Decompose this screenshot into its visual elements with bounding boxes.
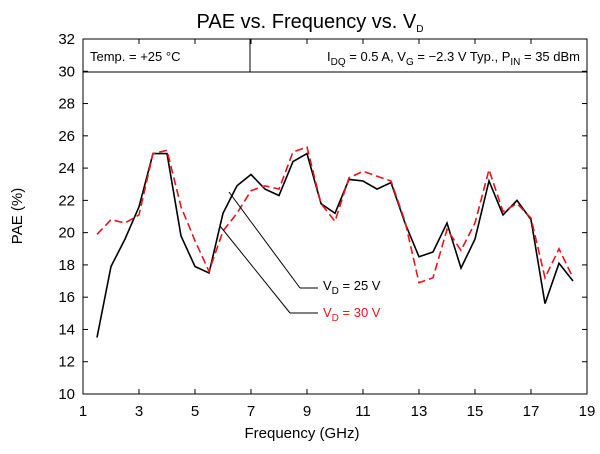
legend-label: VD = 30 V: [323, 305, 381, 324]
legend-label-part: D: [332, 286, 339, 297]
x-tick-label: 15: [467, 403, 484, 420]
annotation-part: = 0.5 A, V: [346, 49, 407, 64]
y-tick-label: 20: [58, 225, 75, 242]
x-axis-label: Frequency (GHz): [244, 425, 359, 442]
legend-leader: [219, 225, 291, 314]
legend-label: VD = 25 V: [323, 278, 381, 297]
y-tick-label: 10: [58, 386, 75, 403]
y-tick-label: 26: [58, 128, 75, 145]
x-tick-label: 9: [303, 403, 311, 420]
x-tick-label: 11: [355, 403, 371, 420]
y-tick-label: 30: [58, 63, 75, 80]
x-tick-label: 19: [579, 403, 596, 420]
legend-label-part: V: [323, 305, 332, 320]
y-tick-label: 22: [58, 192, 75, 209]
y-tick-label: 12: [58, 354, 75, 371]
y-axis-label: PAE (%): [9, 188, 26, 244]
y-tick-label: 32: [58, 31, 75, 48]
annotation-part: G: [406, 57, 414, 68]
x-tick-label: 5: [191, 403, 199, 420]
annotation: Temp. = +25 °C: [90, 49, 180, 64]
chart-title-part: PAE vs. Frequency vs. V: [197, 11, 417, 33]
y-tick-label: 16: [58, 289, 75, 306]
x-tick-label: 13: [411, 403, 428, 420]
series-line: [96, 146, 574, 284]
y-tick-label: 28: [58, 96, 75, 113]
legend-label-part: = 25 V: [339, 278, 381, 293]
annotation: IDQ = 0.5 A, VG = −2.3 V Typ., PIN = 35 …: [327, 49, 580, 68]
annotation-part: I: [327, 49, 331, 64]
x-tick-label: 1: [79, 403, 87, 420]
x-tick-label: 3: [135, 403, 143, 420]
plot-frame: [82, 38, 588, 395]
legend-label-part: D: [332, 313, 339, 324]
chart-title-part: D: [416, 24, 423, 35]
legend-label-part: V: [323, 278, 332, 293]
y-tick-label: 14: [58, 321, 75, 338]
chart-title: PAE vs. Frequency vs. VD: [197, 11, 424, 35]
x-tick-label: 7: [247, 403, 255, 420]
x-tick-label: 17: [523, 403, 540, 420]
annotation-part: = −2.3 V Typ., P: [414, 49, 511, 64]
annotation-part: Temp. = +25 °C: [90, 49, 180, 64]
y-tick-label: 18: [58, 257, 75, 274]
series-line: [96, 152, 574, 338]
legend-leader: [228, 191, 301, 289]
y-tick-label: 24: [58, 160, 75, 177]
legend-label-part: = 30 V: [339, 305, 381, 320]
annotation-part: IN: [510, 57, 520, 68]
annotation-part: DQ: [331, 57, 346, 68]
annotation-part: = 35 dBm: [520, 49, 580, 64]
